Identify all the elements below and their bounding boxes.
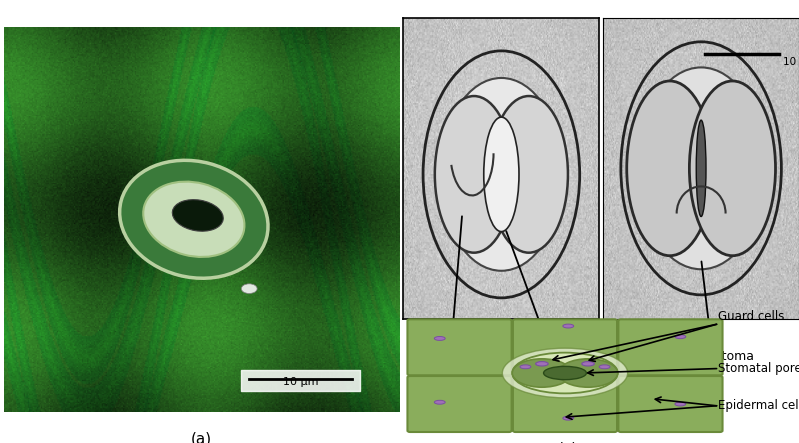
Ellipse shape (562, 324, 574, 328)
Ellipse shape (520, 365, 531, 369)
Ellipse shape (562, 416, 574, 420)
Ellipse shape (626, 81, 713, 256)
Text: (b): (b) (590, 408, 612, 423)
Ellipse shape (503, 348, 628, 398)
Ellipse shape (435, 337, 445, 340)
Ellipse shape (696, 120, 706, 217)
FancyBboxPatch shape (407, 376, 511, 432)
Ellipse shape (143, 182, 244, 257)
Ellipse shape (490, 96, 568, 253)
Ellipse shape (512, 353, 618, 393)
Text: Guard cells: Guard cells (415, 350, 487, 363)
FancyBboxPatch shape (407, 319, 511, 375)
Ellipse shape (638, 67, 765, 269)
Ellipse shape (435, 400, 445, 404)
Ellipse shape (543, 366, 586, 380)
Text: 10 μm: 10 μm (783, 57, 799, 67)
Ellipse shape (675, 402, 686, 406)
Text: (a): (a) (191, 431, 213, 443)
Text: Guard cells: Guard cells (718, 311, 785, 323)
Ellipse shape (483, 117, 519, 232)
FancyBboxPatch shape (513, 319, 617, 375)
Ellipse shape (535, 361, 548, 366)
Ellipse shape (559, 359, 618, 387)
Ellipse shape (441, 78, 562, 271)
Ellipse shape (435, 96, 513, 253)
Ellipse shape (599, 365, 610, 369)
FancyBboxPatch shape (618, 376, 722, 432)
Text: 10 μm: 10 μm (283, 377, 318, 387)
Text: Stomatal pore: Stomatal pore (718, 362, 799, 375)
FancyBboxPatch shape (618, 319, 722, 375)
Text: Closed stoma: Closed stoma (670, 350, 754, 363)
Ellipse shape (675, 335, 686, 338)
Ellipse shape (582, 361, 594, 366)
Ellipse shape (120, 160, 268, 278)
Ellipse shape (173, 200, 223, 231)
Ellipse shape (512, 359, 571, 387)
Text: Epidermal cells: Epidermal cells (718, 399, 799, 412)
Text: (c): (c) (559, 441, 578, 443)
Ellipse shape (690, 81, 776, 256)
FancyBboxPatch shape (513, 376, 617, 432)
Ellipse shape (241, 284, 257, 293)
Text: Open stoma: Open stoma (511, 350, 588, 363)
